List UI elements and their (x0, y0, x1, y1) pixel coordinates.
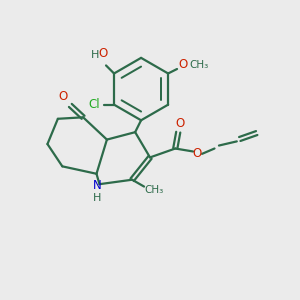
Text: H: H (93, 193, 101, 202)
Text: O: O (98, 47, 108, 60)
Text: CH₃: CH₃ (145, 185, 164, 195)
Text: CH₃: CH₃ (190, 59, 209, 70)
Text: O: O (193, 147, 202, 161)
Text: Cl: Cl (88, 98, 100, 111)
Text: O: O (178, 58, 188, 71)
Text: O: O (175, 117, 184, 130)
Text: N: N (93, 178, 101, 192)
Text: O: O (58, 90, 68, 103)
Text: H: H (91, 50, 100, 60)
